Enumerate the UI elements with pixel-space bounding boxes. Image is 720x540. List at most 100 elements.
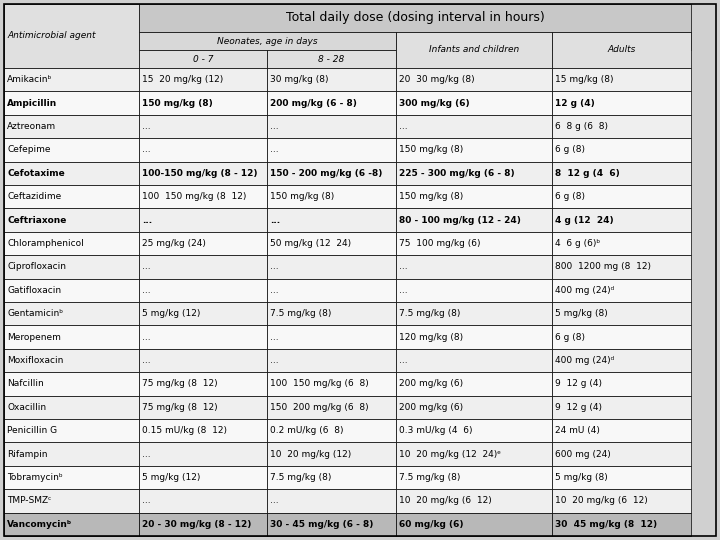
Text: 0.3 mU/kg (4  6): 0.3 mU/kg (4 6) [399, 426, 472, 435]
Text: ...: ... [143, 496, 151, 505]
Text: Amikacinᵇ: Amikacinᵇ [7, 75, 53, 84]
Bar [552, 32, 691, 50]
Text: Ceftazidime: Ceftazidime [7, 192, 61, 201]
Text: 5 mg/kg (12): 5 mg/kg (12) [143, 309, 201, 318]
Bar [267, 396, 395, 419]
Text: ...: ... [271, 122, 279, 131]
Text: 150 mg/kg (8): 150 mg/kg (8) [271, 192, 335, 201]
Bar [4, 138, 139, 161]
Text: 0 - 7: 0 - 7 [193, 55, 214, 64]
Bar [395, 279, 552, 302]
Text: 5 mg/kg (12): 5 mg/kg (12) [143, 473, 201, 482]
Text: ...: ... [143, 145, 151, 154]
Text: 20  30 mg/kg (8): 20 30 mg/kg (8) [399, 75, 474, 84]
Bar [4, 208, 139, 232]
Bar [267, 419, 395, 442]
Bar [395, 466, 552, 489]
Bar [552, 489, 691, 512]
Bar [139, 208, 267, 232]
Text: 0.15 mU/kg (8  12): 0.15 mU/kg (8 12) [143, 426, 228, 435]
Text: 5 mg/kg (8): 5 mg/kg (8) [555, 309, 608, 318]
Text: 4 g (12  24): 4 g (12 24) [555, 215, 614, 225]
Bar [395, 115, 552, 138]
Bar [4, 115, 139, 138]
Text: 50 mg/kg (12  24): 50 mg/kg (12 24) [271, 239, 351, 248]
Bar [267, 208, 395, 232]
Text: Cefepime: Cefepime [7, 145, 50, 154]
Text: Infants and children: Infants and children [429, 45, 519, 55]
Bar [552, 326, 691, 349]
Text: 12 g (4): 12 g (4) [555, 99, 595, 107]
Text: Tobramycinᵇ: Tobramycinᵇ [7, 473, 63, 482]
Bar [395, 91, 552, 115]
Bar [139, 91, 267, 115]
Bar [139, 279, 267, 302]
Text: ...: ... [143, 356, 151, 365]
Text: 75  100 mg/kg (6): 75 100 mg/kg (6) [399, 239, 480, 248]
Bar [139, 50, 267, 68]
Text: ...: ... [399, 122, 408, 131]
Bar [267, 115, 395, 138]
Text: ...: ... [143, 215, 153, 225]
Text: 15 mg/kg (8): 15 mg/kg (8) [555, 75, 613, 84]
Bar [267, 489, 395, 512]
Bar [395, 489, 552, 512]
Bar [139, 396, 267, 419]
Bar [395, 138, 552, 161]
Bar [139, 255, 267, 279]
Bar [4, 349, 139, 372]
Bar [395, 32, 552, 68]
Text: Neonates, age in days: Neonates, age in days [217, 37, 318, 45]
Bar [267, 138, 395, 161]
Text: TMP-SMZᶜ: TMP-SMZᶜ [7, 496, 51, 505]
Text: 150 mg/kg (8): 150 mg/kg (8) [143, 99, 213, 107]
Text: 80 - 100 mg/kg (12 - 24): 80 - 100 mg/kg (12 - 24) [399, 215, 521, 225]
Bar [552, 512, 691, 536]
Bar [267, 161, 395, 185]
Text: 200 mg/kg (6): 200 mg/kg (6) [399, 403, 463, 412]
Bar [139, 4, 691, 32]
Text: Vancomycinᵇ: Vancomycinᵇ [7, 520, 72, 529]
Text: 10  20 mg/kg (12  24)ᵉ: 10 20 mg/kg (12 24)ᵉ [399, 450, 500, 458]
Text: 5 mg/kg (8): 5 mg/kg (8) [555, 473, 608, 482]
Bar [139, 419, 267, 442]
Text: Ceftriaxone: Ceftriaxone [7, 215, 66, 225]
Text: 60 mg/kg (6): 60 mg/kg (6) [399, 520, 463, 529]
Text: 120 mg/kg (8): 120 mg/kg (8) [399, 333, 463, 342]
Bar [552, 115, 691, 138]
Bar [267, 279, 395, 302]
Text: ...: ... [399, 356, 408, 365]
Bar [395, 232, 552, 255]
Bar [267, 91, 395, 115]
Bar [552, 138, 691, 161]
Text: 400 mg (24)ᵈ: 400 mg (24)ᵈ [555, 286, 614, 295]
Bar [395, 512, 552, 536]
Text: 25 mg/kg (24): 25 mg/kg (24) [143, 239, 206, 248]
Text: 800  1200 mg (8  12): 800 1200 mg (8 12) [555, 262, 652, 272]
Bar [552, 208, 691, 232]
Bar [395, 442, 552, 466]
Bar [552, 419, 691, 442]
Bar [139, 232, 267, 255]
Text: ...: ... [271, 145, 279, 154]
Bar [139, 512, 267, 536]
Text: Moxifloxacin: Moxifloxacin [7, 356, 63, 365]
Bar [4, 232, 139, 255]
Bar [552, 279, 691, 302]
Text: Meropenem: Meropenem [7, 333, 61, 342]
Text: 100  150 mg/kg (6  8): 100 150 mg/kg (6 8) [271, 380, 369, 388]
Bar [139, 326, 267, 349]
Text: 7.5 mg/kg (8): 7.5 mg/kg (8) [271, 473, 332, 482]
Text: 10  20 mg/kg (6  12): 10 20 mg/kg (6 12) [399, 496, 491, 505]
Text: Nafcillin: Nafcillin [7, 380, 44, 388]
Bar [552, 185, 691, 208]
Text: 30  45 mg/kg (8  12): 30 45 mg/kg (8 12) [555, 520, 657, 529]
Bar [395, 396, 552, 419]
Text: ...: ... [271, 286, 279, 295]
Text: 4  6 g (6)ᵇ: 4 6 g (6)ᵇ [555, 239, 600, 248]
Bar [552, 232, 691, 255]
Bar [139, 32, 395, 50]
Bar [139, 489, 267, 512]
Bar [4, 489, 139, 512]
Bar [139, 302, 267, 326]
